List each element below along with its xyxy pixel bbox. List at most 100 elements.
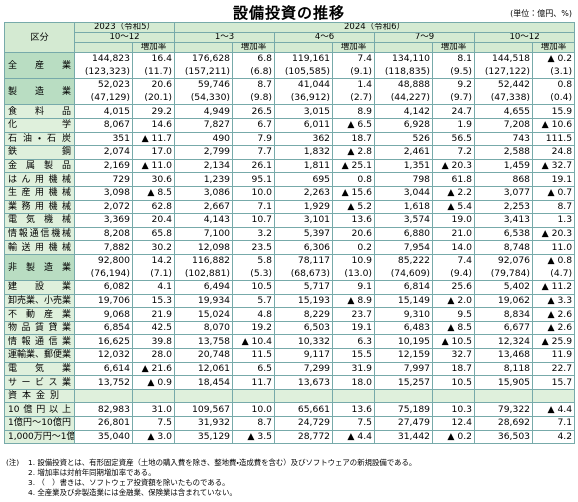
cell: 743 <box>474 131 534 147</box>
sub-cell: (9.5) <box>432 65 476 80</box>
sub-cell: (76,194) <box>74 267 133 282</box>
sub-cell: (6.8) <box>232 65 276 80</box>
cell: ▲ 11.2 <box>532 280 576 295</box>
cell: 8,229 <box>274 307 334 322</box>
sub-cell: (123,323) <box>74 65 133 80</box>
cell: 12,061 <box>174 361 234 377</box>
cell: 13,468 <box>474 348 534 363</box>
cell: 7.1 <box>532 416 576 431</box>
cell: 6,854 <box>74 320 133 336</box>
cell: 0.2 <box>332 240 376 255</box>
cell: 0.8 <box>532 78 576 92</box>
cell: ▲ 0.2 <box>532 51 576 66</box>
cell: 82,983 <box>74 402 133 418</box>
cell: 41,044 <box>274 78 334 92</box>
cell: 4.8 <box>232 307 276 322</box>
title: 設備投資の推移 <box>232 4 345 22</box>
cell: 10,195 <box>374 334 434 350</box>
cell: 14.2 <box>131 253 176 268</box>
sub-cell: (2.7) <box>332 91 376 106</box>
row-label: 鉄鋼 <box>4 145 75 160</box>
cell: 18,454 <box>174 375 234 390</box>
cell: 20,748 <box>174 348 234 363</box>
cell: 15.7 <box>532 375 576 390</box>
cell: 26.5 <box>232 104 276 119</box>
cell: 8,067 <box>74 117 133 133</box>
cell: 24.7 <box>432 104 476 119</box>
note-prefix: (注) <box>6 458 20 467</box>
row: 化学 8,067 14.6 7,827 6.7 6,011 ▲ 6.5 6,928 1.9 7,2… <box>4 117 576 133</box>
row-label: 製造業 <box>4 78 75 106</box>
cell: 2,072 <box>74 199 133 215</box>
cell: 62.8 <box>131 199 176 215</box>
cell: ▲ 8.5 <box>432 320 476 336</box>
sub-cell: (44,227) <box>374 91 434 106</box>
row: 物品賃貸業 6,854 42.5 8,070 19.2 6,503 19.1 6,483 ▲ 8… <box>4 320 576 336</box>
cell: 6.8 <box>232 51 276 66</box>
cell: 11.0 <box>532 240 576 255</box>
sub-cell: (127,122) <box>474 65 534 80</box>
row-label: 建設業 <box>4 280 75 295</box>
cell: 6,503 <box>274 320 334 336</box>
cell: 7.1 <box>232 199 276 215</box>
cell: 21.0 <box>432 226 476 242</box>
cell: ▲ 32.7 <box>532 158 576 174</box>
cell: 144,823 <box>74 51 133 66</box>
cell: 15,905 <box>474 375 534 390</box>
cell: 6,306 <box>274 240 334 255</box>
row-label: 運輸業、郵便業 <box>4 348 75 363</box>
cell: ▲ 0.8 <box>532 253 576 268</box>
sub-cell: (54,330) <box>174 91 234 106</box>
corner: 区分 <box>4 22 75 53</box>
cell: ▲ 10.6 <box>532 117 576 133</box>
cell: 2,588 <box>474 145 534 160</box>
blank <box>474 42 534 53</box>
cell: 9.5 <box>432 307 476 322</box>
period: 7～9 <box>374 32 476 43</box>
blank <box>6 468 28 478</box>
cell: 7,954 <box>374 240 434 255</box>
cell: 116,882 <box>174 253 234 268</box>
cell: 8.7 <box>232 416 276 431</box>
cell: 13.6 <box>332 213 376 228</box>
cell: 32.7 <box>432 348 476 363</box>
blank <box>6 478 28 488</box>
cell: 2,253 <box>474 199 534 215</box>
cell: 24.8 <box>532 145 576 160</box>
cell: 2,074 <box>74 145 133 160</box>
row-label: 物品賃貸業 <box>4 320 75 336</box>
cell: 526 <box>374 131 434 147</box>
cell: 9,068 <box>74 307 133 322</box>
row-label: 全産業 <box>4 51 75 80</box>
cell: 6,677 <box>474 320 534 336</box>
row: 製造業 52,023 20.6 59,746 8.7 41,044 1.4 48,888 9.2… <box>4 78 576 106</box>
sub-cell: (9.4) <box>432 267 476 282</box>
cell: ▲ 0.7 <box>532 185 576 201</box>
cell: 14.0 <box>432 240 476 255</box>
period: 10～12 <box>73 32 176 43</box>
cell: ▲ 2.0 <box>432 293 476 309</box>
row: 資本金別 <box>4 388 576 404</box>
cell: 31.9 <box>332 361 376 377</box>
row-label: 食料品 <box>4 104 75 119</box>
blank <box>274 388 334 404</box>
cell: 10,332 <box>274 334 334 350</box>
header-row: 区分 2023（令和5） 2024（令和6） <box>4 22 576 53</box>
cell: 2,799 <box>174 145 234 160</box>
cell: 35,040 <box>74 429 133 445</box>
cell: 15,024 <box>174 307 234 322</box>
cell: ▲ 0.2 <box>432 429 476 445</box>
cell: 28,692 <box>474 416 534 431</box>
cell: 56.5 <box>432 131 476 147</box>
cell: 1,929 <box>274 199 334 215</box>
cell: 4,143 <box>174 213 234 228</box>
sub-cell: (36,912) <box>274 91 334 106</box>
cell: 15.5 <box>332 348 376 363</box>
cell: 7,208 <box>474 117 534 133</box>
investment-table: 区分 2023（令和5） 2024（令和6） 10～12 1～3 4～6 7～9 10～12 増… <box>4 22 576 445</box>
cell: 11.7 <box>232 375 276 390</box>
cell: 18.0 <box>332 375 376 390</box>
cell: 19.2 <box>232 320 276 336</box>
cell: ▲ 8.9 <box>332 293 376 309</box>
cell: 6,614 <box>74 361 133 377</box>
